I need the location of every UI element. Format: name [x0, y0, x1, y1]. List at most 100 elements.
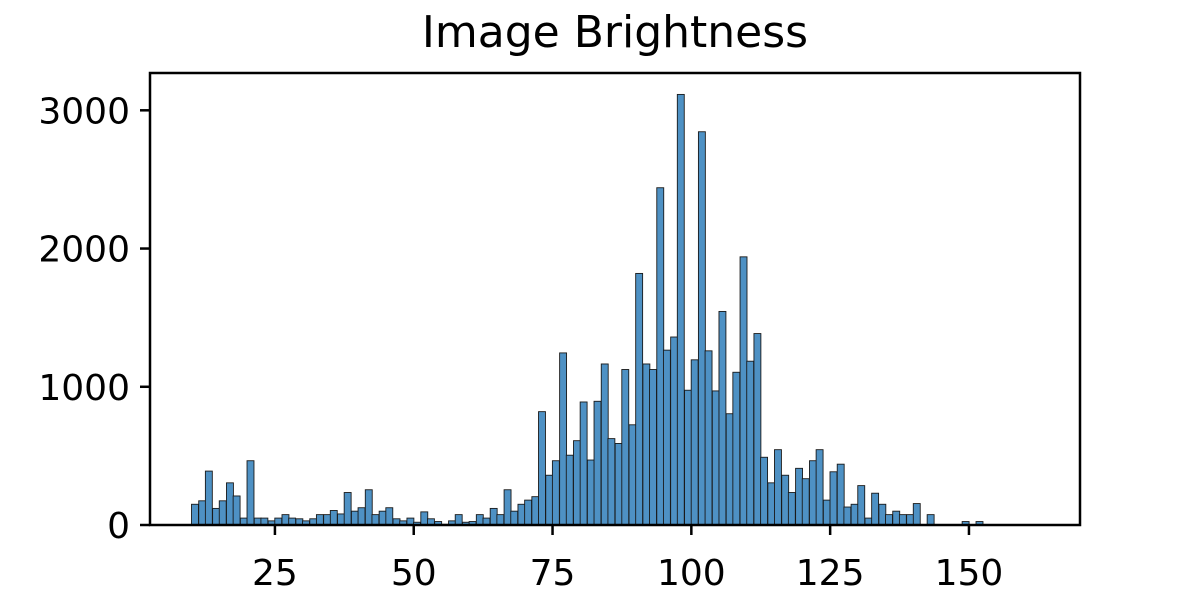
histogram-bar — [385, 507, 394, 526]
histogram-bar — [579, 401, 588, 526]
histogram-bar — [510, 510, 519, 526]
histogram-bar — [760, 456, 768, 526]
histogram-bar — [517, 503, 526, 526]
histogram-bar — [226, 482, 234, 526]
histogram-bar — [364, 489, 373, 526]
histogram-bar — [670, 336, 679, 526]
y-tick-label: 3000 — [38, 91, 130, 132]
histogram-bar — [357, 507, 366, 526]
x-tick-label: 125 — [796, 553, 865, 594]
histogram-bar — [684, 389, 692, 526]
histogram-bar — [697, 131, 706, 526]
x-tick-label: 150 — [935, 553, 1004, 594]
histogram-bar — [496, 514, 505, 526]
y-tick-label: 0 — [107, 506, 130, 547]
histogram-bar — [725, 413, 734, 526]
histogram-bar — [857, 485, 866, 526]
chart-title: Image Brightness — [422, 7, 808, 58]
histogram-bar — [475, 514, 484, 526]
histogram-bar — [343, 492, 352, 526]
histogram-bar — [350, 510, 359, 526]
histogram-bar — [621, 369, 630, 526]
histogram-bars — [191, 93, 984, 526]
histogram-bar — [739, 256, 748, 526]
histogram-bar — [912, 503, 921, 526]
histogram-bar — [191, 503, 199, 526]
histogram-bar — [545, 474, 554, 526]
histogram-bar — [246, 460, 255, 526]
histogram-bar — [746, 360, 755, 526]
histogram-bar — [600, 363, 609, 526]
histogram-bar — [676, 93, 685, 526]
histogram-bar — [573, 440, 581, 526]
histogram-bar — [628, 424, 637, 526]
histogram-bar — [329, 510, 338, 526]
histogram-bar — [538, 411, 546, 526]
histogram-bar — [218, 500, 227, 526]
histogram-bar — [711, 390, 720, 526]
histogram-bar — [795, 467, 803, 526]
histogram-bar — [871, 492, 880, 526]
histogram-bar — [649, 369, 657, 526]
histogram-bar — [781, 474, 790, 526]
histogram-bar — [559, 352, 568, 526]
histogram-bar — [212, 507, 220, 526]
histogram-bar — [885, 514, 893, 526]
histogram-bar — [718, 310, 727, 526]
histogram-bar — [829, 471, 838, 526]
histogram-bar — [420, 511, 429, 526]
histogram-bar — [767, 482, 776, 526]
histogram-bar — [815, 449, 824, 526]
histogram-bar — [531, 496, 540, 526]
histogram-bar — [371, 514, 380, 526]
histogram-bar — [690, 359, 699, 526]
histogram-bar — [892, 510, 901, 526]
histogram-bar — [843, 506, 852, 526]
y-tick-label: 2000 — [38, 230, 130, 271]
histogram-bar — [753, 333, 762, 526]
plot-frame — [148, 71, 1082, 527]
histogram-bar — [232, 495, 241, 526]
histogram-bar — [850, 503, 859, 526]
histogram-bar — [454, 514, 463, 526]
histogram-bar — [774, 449, 782, 526]
histogram-bar — [704, 350, 713, 526]
histogram-bar — [878, 503, 887, 526]
histogram-bar — [607, 438, 616, 526]
histogram-bar — [662, 349, 671, 526]
histogram-bar — [315, 514, 324, 526]
histogram-bar — [926, 514, 935, 526]
histogram-bar — [503, 489, 512, 526]
x-tick-label: 75 — [530, 553, 576, 594]
histogram-bar — [586, 459, 595, 526]
x-tick-label: 50 — [391, 553, 437, 594]
histogram-bar — [489, 507, 498, 526]
histogram-bar — [642, 363, 651, 526]
histogram-bar — [281, 514, 290, 526]
histogram-bar — [635, 272, 644, 526]
histogram-bar — [801, 478, 810, 526]
histogram-bar — [323, 514, 332, 526]
histogram-bar — [809, 460, 817, 526]
histogram-bar — [204, 470, 213, 526]
histogram-bar — [551, 460, 560, 526]
histogram-bar — [787, 492, 796, 526]
histogram-bar — [198, 500, 207, 526]
x-tick-label: 100 — [657, 553, 726, 594]
histogram-bar — [378, 510, 387, 526]
histogram-bar — [565, 454, 574, 526]
axis-ticks: 25 50 75 100 125 150 0 1000 2000 3000 — [38, 91, 1003, 594]
histogram-bar — [732, 371, 741, 526]
histogram-bar — [822, 499, 831, 526]
x-tick-label: 25 — [252, 553, 298, 594]
histogram-bar — [656, 187, 665, 526]
histogram-bar — [898, 514, 907, 526]
y-tick-label: 1000 — [38, 368, 130, 409]
histogram-bar — [524, 499, 533, 526]
histogram-bar — [906, 514, 915, 526]
histogram-bar — [614, 443, 623, 526]
histogram-bar — [593, 400, 602, 526]
histogram-bar — [337, 513, 345, 526]
histogram-bar — [836, 463, 845, 526]
